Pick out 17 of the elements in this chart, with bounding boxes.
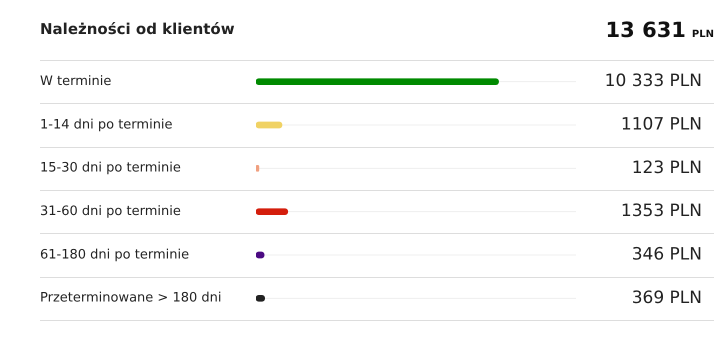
chart-title: Należności od klientów (40, 20, 235, 38)
bar (256, 122, 282, 128)
data-label: 123 PLN (632, 158, 702, 178)
y-tick-label: Przeterminowane > 180 dni (40, 290, 222, 306)
data-label: 369 PLN (632, 288, 702, 308)
y-tick-label: W terminie (40, 74, 112, 90)
y-tick-label: 1-14 dni po terminie (40, 117, 173, 132)
y-tick-label: 61-180 dni po terminie (40, 247, 190, 262)
data-label: 1353 PLN (620, 201, 702, 222)
data-label: 10 333 PLN (604, 71, 702, 92)
y-tick-label: 31-60 dni po terminie (40, 204, 181, 220)
y-tick-label: 15-30 dni po terminie (40, 160, 181, 176)
text: 13 631 PLN (606, 18, 714, 42)
bar (256, 208, 288, 215)
data-label: 346 PLN (632, 244, 702, 264)
bar (256, 78, 499, 85)
data-label: 1107 PLN (620, 114, 702, 134)
